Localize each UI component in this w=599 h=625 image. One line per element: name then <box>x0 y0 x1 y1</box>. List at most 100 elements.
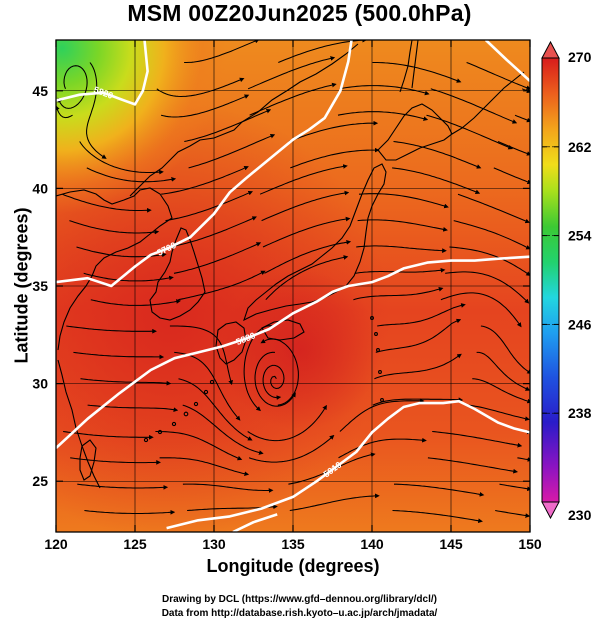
streamline <box>517 457 530 462</box>
streamline <box>161 165 249 195</box>
streamline <box>514 114 530 123</box>
x-tick-label: 140 <box>360 536 384 552</box>
streamline <box>392 509 483 524</box>
streamline <box>375 318 462 353</box>
streamline <box>83 272 174 282</box>
streamline <box>337 111 429 121</box>
streamline <box>243 325 274 412</box>
height-contour <box>166 399 530 530</box>
streamline <box>278 40 367 63</box>
streamline <box>497 141 530 156</box>
grid-lines <box>56 40 530 532</box>
streamline <box>480 325 530 375</box>
streamline <box>289 493 380 512</box>
x-tick-label: 145 <box>439 536 463 552</box>
streamline <box>182 483 274 493</box>
streamline <box>259 164 348 195</box>
streamline <box>265 255 349 301</box>
height-contour <box>484 40 530 82</box>
streamline <box>457 193 530 224</box>
streamline <box>90 299 182 306</box>
streamline <box>339 398 425 432</box>
height-contour <box>232 513 278 532</box>
streamline <box>178 270 266 301</box>
figure-title: MSM 00Z20Jun2025 (500.0hPa) <box>127 0 472 26</box>
streamline <box>70 457 161 465</box>
streamline <box>84 509 176 515</box>
streamline <box>254 351 296 407</box>
streamline <box>338 437 427 459</box>
x-axis-label: Longitude (degrees) <box>206 556 380 576</box>
streamline <box>184 109 272 143</box>
streamline <box>86 167 177 183</box>
streamline <box>248 434 335 463</box>
x-tick-label: 150 <box>518 536 542 552</box>
streamline <box>57 65 88 109</box>
streamline <box>356 245 447 253</box>
streamline <box>358 193 449 209</box>
y-axis-label: Latitude (degrees) <box>11 207 32 364</box>
streamline <box>247 56 336 90</box>
streamline <box>427 457 519 474</box>
y-tick-label: 40 <box>32 180 48 196</box>
colorbar: 230 238 246 254 262 270 <box>541 40 592 523</box>
x-tick-label: 120 <box>44 536 68 552</box>
colorbar-bar <box>541 57 560 503</box>
streamlines <box>56 40 530 524</box>
streamline <box>165 190 253 222</box>
colorbar-tick-label: 230 <box>568 507 592 523</box>
streamline <box>159 457 250 477</box>
colorbar-tick-label: 262 <box>568 139 592 155</box>
colorbar-tick-label: 238 <box>568 405 592 421</box>
x-tick-label: 130 <box>202 536 226 552</box>
streamline <box>353 286 444 301</box>
streamline <box>80 378 172 386</box>
streamline <box>79 141 164 175</box>
streamline <box>249 82 337 116</box>
streamline <box>264 239 352 274</box>
streamline <box>260 338 299 406</box>
streamline <box>374 353 462 380</box>
streamline <box>453 220 530 250</box>
streamline <box>372 61 462 83</box>
streamline <box>432 430 523 448</box>
streamline <box>440 292 522 328</box>
colorbar-bottom-arrow <box>541 501 560 520</box>
colorbar-tick-label: 246 <box>568 316 592 332</box>
coastlines <box>56 40 525 489</box>
y-axis-ticks: 25 30 35 40 45 <box>32 83 530 489</box>
streamline <box>493 167 530 185</box>
x-tick-label: 125 <box>123 536 147 552</box>
streamline <box>69 220 160 235</box>
streamline <box>339 85 430 96</box>
streamline <box>247 404 327 442</box>
y-tick-label: 25 <box>32 473 48 489</box>
streamline <box>393 140 482 169</box>
y-tick-label: 30 <box>32 376 48 392</box>
streamline <box>445 271 530 304</box>
streamline <box>160 94 250 118</box>
y-tick-label: 45 <box>32 83 48 99</box>
height-contour <box>56 40 353 288</box>
streamline <box>372 397 464 406</box>
x-tick-label: 135 <box>281 536 305 552</box>
streamline <box>62 193 152 213</box>
streamline <box>182 404 264 455</box>
streamline <box>178 378 253 441</box>
streamline <box>155 430 243 461</box>
streamline <box>476 351 530 391</box>
streamline <box>77 483 169 490</box>
height-contour <box>56 255 530 449</box>
streamline <box>392 167 481 194</box>
streamline <box>377 303 466 327</box>
streamline <box>173 242 262 274</box>
credit-drawing: Drawing by DCL (https://www.gfd–dennou.o… <box>161 594 437 605</box>
streamline <box>357 219 448 232</box>
streamline <box>73 351 165 360</box>
streamline <box>468 404 530 421</box>
streamline <box>66 325 157 334</box>
streamline <box>262 364 285 400</box>
colorbar-tick-label: 270 <box>568 49 592 65</box>
